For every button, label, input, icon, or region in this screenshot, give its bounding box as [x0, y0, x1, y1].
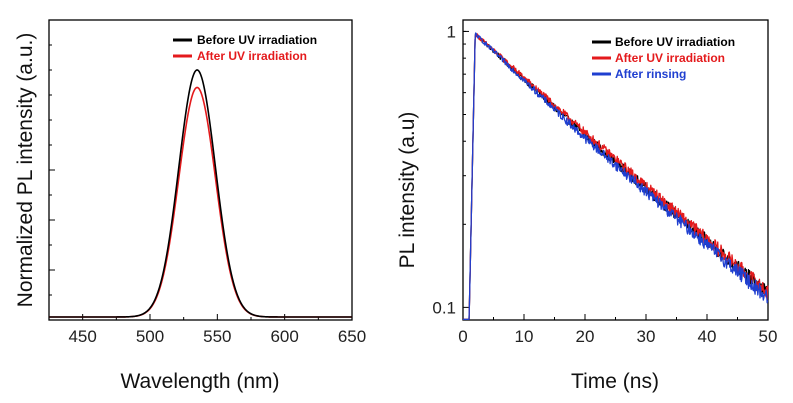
right-x-axis-title: Time (ns) [571, 370, 659, 393]
right-series-line-2 [462, 32, 769, 321]
left-x-tick-label: 450 [68, 327, 96, 346]
emission-spectrum-chart: 450 500 550 600 650 Before UV irradiation Af… [14, 19, 366, 393]
right-x-tick-label: 50 [759, 327, 778, 346]
right-x-tick-label: 30 [637, 327, 656, 346]
right-x-tick-label: 10 [515, 327, 534, 346]
right-legend: Before UV irradiation After UV irradiati… [592, 35, 735, 81]
right-y-tick-label: 0.1 [432, 298, 456, 317]
right-x-ticks: 0 10 20 30 40 50 [458, 314, 777, 346]
left-series-line-0 [49, 69, 352, 318]
left-y-ticks [49, 19, 55, 321]
left-series-group [49, 69, 352, 318]
left-plot-frame [48, 19, 353, 321]
left-x-ticks: 450 500 550 600 650 [48, 314, 366, 346]
legend-label-after: After UV irradiation [197, 49, 307, 63]
legend-label-before-r: Before UV irradiation [615, 35, 735, 49]
left-x-tick-label: 550 [203, 327, 231, 346]
left-x-tick-label: 650 [338, 327, 366, 346]
left-x-axis-title: Wavelength (nm) [120, 370, 279, 393]
left-legend: Before UV irradiation After UV irradiati… [173, 33, 317, 63]
left-x-tick-label: 500 [136, 327, 164, 346]
left-x-tick-label: 600 [270, 327, 298, 346]
right-x-tick-label: 20 [576, 327, 595, 346]
right-x-tick-label: 40 [698, 327, 717, 346]
right-y-tick-label: 1 [447, 22, 456, 41]
pl-decay-chart: 0.11 0 10 20 30 40 50 Before UV irradiation A… [396, 19, 777, 393]
left-y-axis-title: Normalized PL intensity (a.u.) [14, 33, 37, 308]
right-y-ticks: 0.11 [432, 22, 469, 317]
right-series-group [462, 32, 769, 321]
right-x-tick-label: 0 [458, 327, 467, 346]
legend-label-after-r: After UV irradiation [615, 51, 725, 65]
right-y-axis-title: PL intensity (a.u) [396, 112, 419, 269]
legend-label-rinsing-r: After rinsing [615, 67, 686, 81]
legend-label-before: Before UV irradiation [197, 33, 317, 47]
